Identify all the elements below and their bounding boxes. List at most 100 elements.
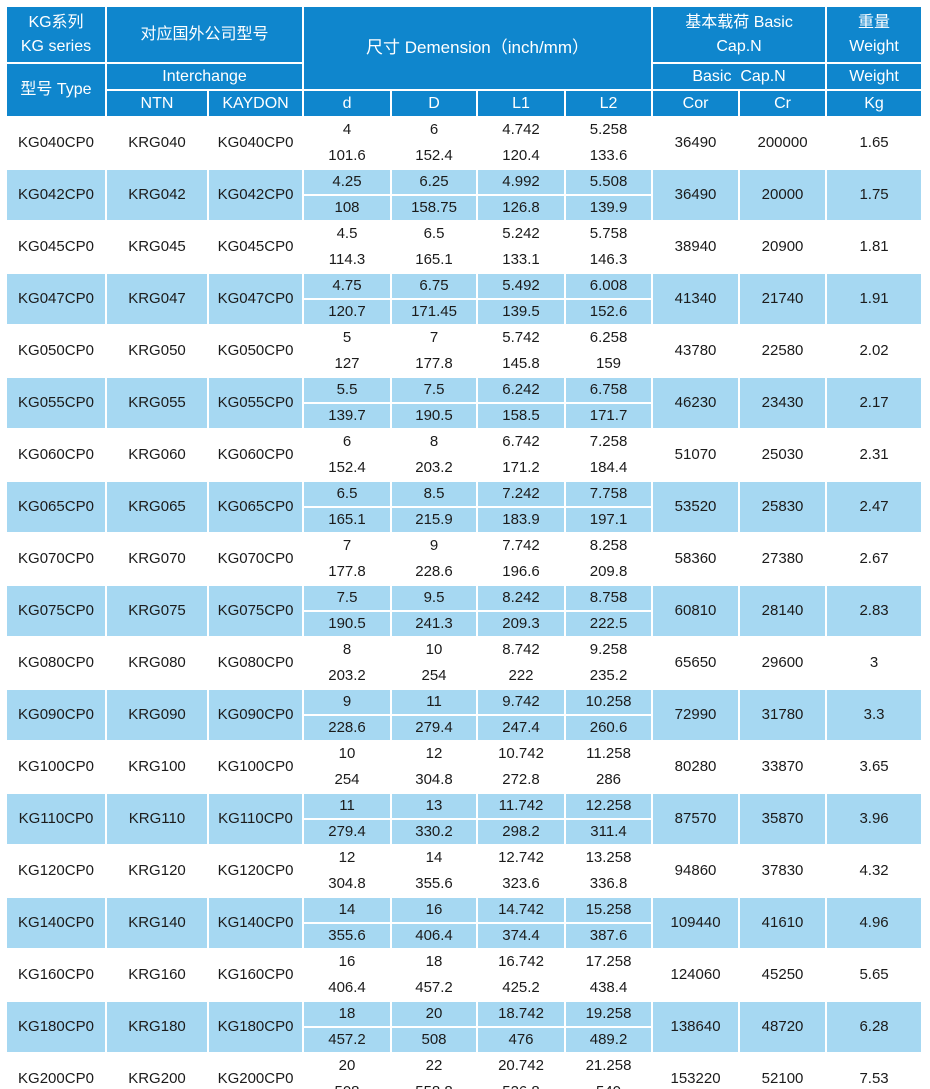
table-row: KG050CP0 KRG050 KG050CP0 5 7 5.742 6.258 43780 2… xyxy=(7,326,922,376)
ntn-cell: KRG140 xyxy=(107,898,207,948)
table-body: KG040CP0 KRG040 KG040CP0 4 6 4.742 5.258 36490 2… xyxy=(7,118,922,1089)
dim-D-mm-cell: 406.4 xyxy=(392,924,477,948)
cor-cell: 43780 xyxy=(653,326,739,376)
ntn-cell: KRG120 xyxy=(107,846,207,896)
cr-cell: 29600 xyxy=(740,638,826,688)
dim-d-mm-cell: 190.5 xyxy=(304,612,391,636)
dim-l2-inch-cell: 12.258 xyxy=(566,794,652,818)
dim-D-inch-cell: 20 xyxy=(392,1002,477,1026)
type-cell: KG120CP0 xyxy=(7,846,105,896)
dim-D-mm-cell: 279.4 xyxy=(392,716,477,740)
dim-l2-mm-cell: 489.2 xyxy=(566,1028,652,1052)
cor-cell: 46230 xyxy=(653,378,739,428)
cor-cell: 138640 xyxy=(653,1002,739,1052)
weight-cell: 7.53 xyxy=(827,1054,922,1089)
dim-d-inch-cell: 10 xyxy=(304,742,391,766)
dim-d-inch-cell: 6.5 xyxy=(304,482,391,506)
dim-D-mm-cell: 171.45 xyxy=(392,300,477,324)
kaydon-cell: KG090CP0 xyxy=(209,690,303,740)
dim-D-inch-cell: 8 xyxy=(392,430,477,454)
table-row: KG055CP0 KRG055 KG055CP0 5.5 7.5 6.242 6.758 46… xyxy=(7,378,922,428)
dim-l1-inch-cell: 5.742 xyxy=(478,326,565,350)
dim-D-inch-cell: 6.5 xyxy=(392,222,477,246)
ntn-cell: KRG050 xyxy=(107,326,207,376)
dim-l1-mm-cell: 139.5 xyxy=(478,300,565,324)
dim-l2-inch-cell: 5.508 xyxy=(566,170,652,194)
cr-cell: 20000 xyxy=(740,170,826,220)
dim-d-inch-cell: 4.75 xyxy=(304,274,391,298)
type-cell: KG045CP0 xyxy=(7,222,105,272)
table-row: KG200CP0 KRG200 KG200CP0 20 22 20.742 21.258 15… xyxy=(7,1054,922,1089)
weight-cell: 6.28 xyxy=(827,1002,922,1052)
dim-l1-mm-cell: 272.8 xyxy=(478,768,565,792)
dim-l2-mm-cell: 133.6 xyxy=(566,144,652,168)
dim-l1-mm-cell: 323.6 xyxy=(478,872,565,896)
type-cell: KG160CP0 xyxy=(7,950,105,1000)
cr-cell: 28140 xyxy=(740,586,826,636)
weight-cell: 5.65 xyxy=(827,950,922,1000)
type-cell: KG180CP0 xyxy=(7,1002,105,1052)
ntn-cell: KRG070 xyxy=(107,534,207,584)
table-row-mm: 228.6 279.4 247.4 260.6 xyxy=(7,716,921,740)
dim-d-mm-cell: 355.6 xyxy=(304,924,391,948)
dim-d-inch-cell: 12 xyxy=(304,846,391,870)
table-row-mm: 508558.8526.8540 xyxy=(7,1080,921,1089)
table-row: KG080CP0 KRG080 KG080CP0 8 10 8.742 9.258 65650… xyxy=(7,638,922,688)
cor-cell: 36490 xyxy=(653,118,739,168)
dim-l2-mm-cell: 197.1 xyxy=(566,508,652,532)
dim-D-inch-cell: 7.5 xyxy=(392,378,477,402)
type-cell: KG055CP0 xyxy=(7,378,105,428)
ntn-cell: KRG110 xyxy=(107,794,207,844)
dim-D-mm-cell: 203.2 xyxy=(392,456,477,480)
weight-cell: 3.3 xyxy=(827,690,922,740)
kaydon-cell: KG160CP0 xyxy=(209,950,303,1000)
dim-d-inch-cell: 14 xyxy=(304,898,391,922)
dim-l1-inch-cell: 8.242 xyxy=(478,586,565,610)
dim-l2-mm-cell: 336.8 xyxy=(566,872,652,896)
table-header: KG系列 KG series 对应国外公司型号 尺寸 Demension（inc… xyxy=(7,7,922,116)
ntn-cell: KRG090 xyxy=(107,690,207,740)
header-type: 型号 Type xyxy=(7,64,105,116)
kaydon-cell: KG120CP0 xyxy=(209,846,303,896)
cr-cell: 41610 xyxy=(740,898,826,948)
dim-l2-inch-cell: 8.258 xyxy=(566,534,652,558)
dim-d-inch-cell: 18 xyxy=(304,1002,391,1026)
dim-D-inch-cell: 9 xyxy=(392,534,477,558)
weight-cell: 1.65 xyxy=(827,118,922,168)
table-row: KG100CP0 KRG100 KG100CP0 10 12 10.742 11.258 80… xyxy=(7,742,922,792)
dim-l2-inch-cell: 6.008 xyxy=(566,274,652,298)
dim-D-mm-cell: 330.2 xyxy=(392,820,477,844)
dim-l1-inch-cell: 18.742 xyxy=(478,1002,565,1026)
cor-cell: 53520 xyxy=(653,482,739,532)
dim-D-mm-cell: 165.1 xyxy=(392,248,477,272)
weight-cell: 1.91 xyxy=(827,274,922,324)
dim-d-inch-cell: 5.5 xyxy=(304,378,391,402)
dim-d-mm-cell: 406.4 xyxy=(304,976,391,1000)
dim-d-inch-cell: 7.5 xyxy=(304,586,391,610)
dim-l2-mm-cell: 139.9 xyxy=(566,196,652,220)
cor-cell: 72990 xyxy=(653,690,739,740)
dim-D-mm-cell: 254 xyxy=(392,664,477,688)
ntn-cell: KRG160 xyxy=(107,950,207,1000)
dim-l2-inch-cell: 11.258 xyxy=(566,742,652,766)
cr-cell: 23430 xyxy=(740,378,826,428)
dim-d-mm-cell: 254 xyxy=(304,768,391,792)
ntn-cell: KRG200 xyxy=(107,1054,207,1089)
dim-l1-inch-cell: 9.742 xyxy=(478,690,565,714)
table-row-mm: 114.3 165.1 133.1 146.3 xyxy=(7,248,921,272)
dim-d-inch-cell: 4.25 xyxy=(304,170,391,194)
dim-l1-inch-cell: 12.742 xyxy=(478,846,565,870)
table-row-mm: 101.6 152.4 120.4 133.6 xyxy=(7,144,921,168)
weight-cell: 2.17 xyxy=(827,378,922,428)
cr-cell: 22580 xyxy=(740,326,826,376)
dim-D-inch-cell: 8.5 xyxy=(392,482,477,506)
dim-l1-inch-cell: 5.492 xyxy=(478,274,565,298)
kaydon-cell: KG050CP0 xyxy=(209,326,303,376)
header-col-l2: L2 xyxy=(566,91,652,116)
table-row-mm: 108 158.75 126.8 139.9 xyxy=(7,196,921,220)
dim-D-mm-cell: 177.8 xyxy=(392,352,477,376)
dim-l1-mm-cell: 196.6 xyxy=(478,560,565,584)
kaydon-cell: KG055CP0 xyxy=(209,378,303,428)
table-row-mm: 355.6 406.4 374.4 387.6 xyxy=(7,924,921,948)
dim-l1-inch-cell: 20.742 xyxy=(478,1054,565,1078)
